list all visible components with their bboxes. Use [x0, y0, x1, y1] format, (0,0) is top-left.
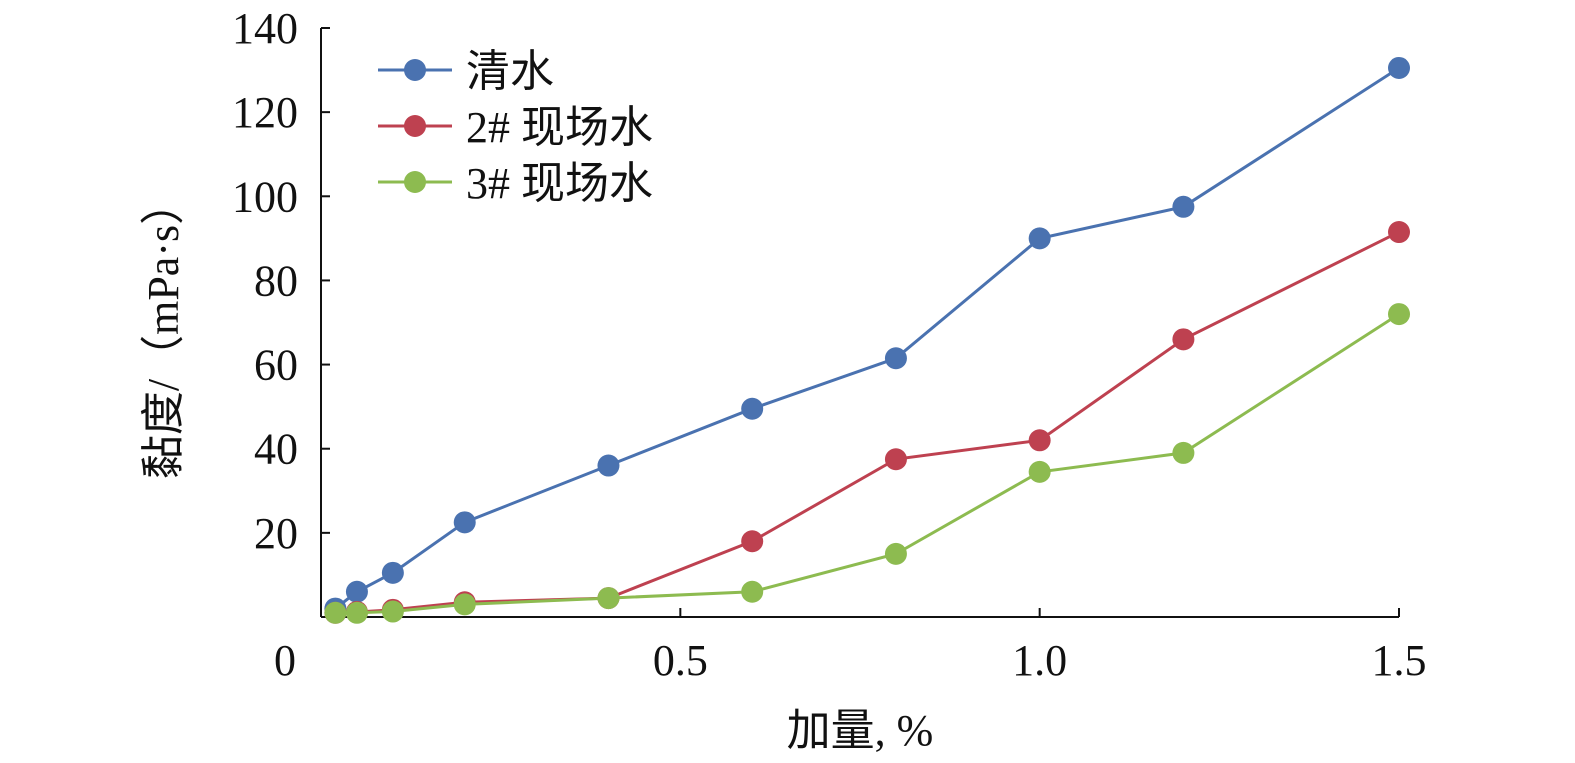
data-point — [1028, 460, 1051, 483]
data-point — [1388, 303, 1410, 326]
legend-item: 3# 现场水 — [378, 159, 653, 208]
x-tick-label: 0.5 — [653, 636, 708, 685]
x-tick-label: 0 — [274, 636, 296, 685]
x-axis-title: 加量, % — [787, 706, 934, 755]
y-ticks: 20 40 60 80 100 120 140 — [232, 4, 330, 558]
data-point — [381, 561, 404, 584]
series-line — [334, 66, 1400, 610]
data-point — [741, 580, 764, 603]
legend: 清水 2# 现场水 3# 现场水 — [378, 47, 653, 208]
y-tick-label: 40 — [254, 425, 298, 474]
data-point — [1388, 56, 1410, 79]
legend-marker — [404, 59, 426, 81]
data-point — [453, 593, 476, 616]
data-point — [741, 397, 764, 420]
data-point — [345, 580, 368, 603]
legend-marker — [404, 171, 426, 193]
data-point — [884, 448, 907, 471]
y-tick-label: 100 — [232, 172, 298, 221]
y-tick-label: 120 — [232, 88, 298, 137]
data-point — [1028, 227, 1051, 250]
y-tick-label: 140 — [232, 4, 298, 53]
data-point — [884, 542, 907, 565]
data-point — [381, 600, 404, 623]
series-3 — [324, 303, 1410, 624]
data-point — [1172, 328, 1195, 351]
series-line — [335, 312, 1400, 615]
data-point — [884, 347, 907, 370]
x-ticks: 0 0.5 1.0 1.5 — [274, 608, 1427, 685]
data-point — [1028, 429, 1051, 452]
y-tick-label: 60 — [254, 341, 298, 390]
y-axis: 20 40 60 80 100 120 140 黏度/（mPa·s） — [139, 4, 330, 617]
legend-item: 清水 — [378, 47, 554, 96]
data-point — [597, 454, 620, 477]
data-point — [1172, 441, 1195, 464]
legend-item: 2# 现场水 — [378, 103, 653, 152]
series-line — [335, 230, 1400, 615]
data-point — [453, 511, 476, 534]
series-2 — [324, 221, 1410, 624]
data-point — [597, 587, 620, 610]
x-tick-label: 1.0 — [1012, 636, 1067, 685]
legend-label: 2# 现场水 — [466, 103, 653, 152]
legend-label: 3# 现场水 — [466, 159, 653, 208]
y-tick-label: 20 — [254, 509, 298, 558]
x-tick-label: 1.5 — [1372, 636, 1427, 685]
series-1 — [324, 56, 1410, 620]
data-point — [1388, 221, 1410, 244]
data-point — [345, 601, 368, 624]
y-axis-title: 黏度/（mPa·s） — [139, 181, 188, 479]
y-tick-label: 80 — [254, 256, 298, 305]
plot-area — [324, 56, 1410, 624]
data-point — [324, 601, 347, 624]
legend-label: 清水 — [466, 47, 554, 96]
x-axis: 0 0.5 1.0 1.5 加量, % — [274, 608, 1427, 755]
legend-marker — [404, 115, 426, 137]
data-point — [1172, 195, 1195, 218]
data-point — [741, 530, 764, 553]
